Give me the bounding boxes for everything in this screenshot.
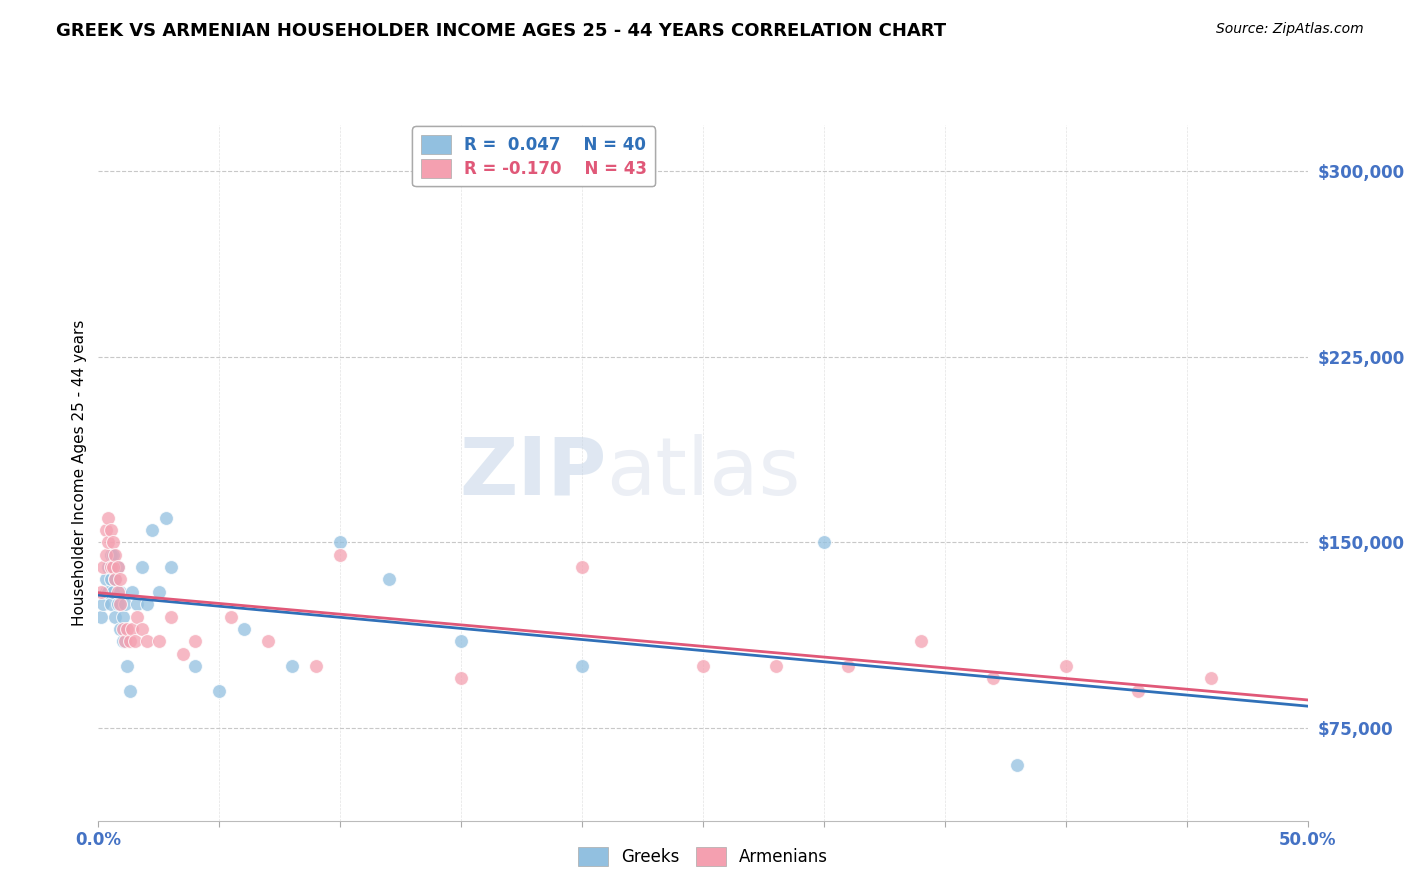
Point — [155, 510, 177, 524]
Point — [184, 634, 207, 648]
Point — [135, 634, 157, 648]
Point — [104, 548, 127, 562]
Point — [141, 523, 163, 537]
Point — [108, 622, 131, 636]
Point — [100, 573, 122, 587]
Point — [208, 683, 231, 698]
Text: GREEK VS ARMENIAN HOUSEHOLDER INCOME AGES 25 - 44 YEARS CORRELATION CHART: GREEK VS ARMENIAN HOUSEHOLDER INCOME AGE… — [56, 22, 946, 40]
Point — [107, 584, 129, 599]
Point — [94, 548, 117, 562]
Point — [107, 560, 129, 574]
Point — [571, 560, 593, 574]
Point — [97, 535, 120, 549]
Point — [329, 548, 352, 562]
Point — [184, 659, 207, 673]
Point — [101, 584, 124, 599]
Point — [104, 573, 127, 587]
Point — [329, 535, 352, 549]
Text: atlas: atlas — [606, 434, 800, 512]
Point — [94, 573, 117, 587]
Point — [148, 584, 170, 599]
Point — [97, 584, 120, 599]
Point — [305, 659, 328, 673]
Text: ZIP: ZIP — [458, 434, 606, 512]
Point — [148, 634, 170, 648]
Point — [111, 634, 134, 648]
Point — [117, 622, 139, 636]
Point — [135, 597, 157, 611]
Legend: Greeks, Armenians: Greeks, Armenians — [569, 838, 837, 875]
Point — [90, 609, 112, 624]
Point — [114, 597, 136, 611]
Point — [94, 523, 117, 537]
Point — [571, 659, 593, 673]
Point — [111, 622, 134, 636]
Text: Source: ZipAtlas.com: Source: ZipAtlas.com — [1216, 22, 1364, 37]
Point — [108, 573, 131, 587]
Point — [90, 584, 112, 599]
Point — [221, 609, 243, 624]
Point — [281, 659, 304, 673]
Point — [692, 659, 714, 673]
Point — [91, 597, 114, 611]
Point — [94, 584, 117, 599]
Point — [837, 659, 859, 673]
Point — [172, 647, 194, 661]
Legend: R =  0.047    N = 40, R = -0.170    N = 43: R = 0.047 N = 40, R = -0.170 N = 43 — [412, 127, 655, 186]
Y-axis label: Householder Income Ages 25 - 44 years: Householder Income Ages 25 - 44 years — [72, 319, 87, 626]
Point — [127, 609, 149, 624]
Point — [131, 622, 153, 636]
Point — [1007, 758, 1029, 772]
Point — [124, 634, 146, 648]
Point — [131, 560, 153, 574]
Point — [450, 634, 472, 648]
Point — [100, 560, 122, 574]
Point — [765, 659, 787, 673]
Point — [117, 659, 139, 673]
Point — [1128, 683, 1150, 698]
Point — [101, 535, 124, 549]
Point — [232, 622, 254, 636]
Point — [100, 597, 122, 611]
Point — [100, 548, 122, 562]
Point — [101, 560, 124, 574]
Point — [101, 548, 124, 562]
Point — [450, 672, 472, 686]
Point — [107, 597, 129, 611]
Point — [91, 560, 114, 574]
Point — [97, 560, 120, 574]
Point — [97, 510, 120, 524]
Point — [256, 634, 278, 648]
Point — [111, 609, 134, 624]
Point — [1054, 659, 1077, 673]
Point — [107, 560, 129, 574]
Point — [104, 609, 127, 624]
Point — [108, 584, 131, 599]
Point — [160, 609, 183, 624]
Point — [100, 523, 122, 537]
Point — [108, 597, 131, 611]
Point — [910, 634, 932, 648]
Point — [981, 672, 1004, 686]
Point — [1199, 672, 1222, 686]
Point — [377, 573, 399, 587]
Point — [160, 560, 183, 574]
Point — [118, 634, 141, 648]
Point — [104, 573, 127, 587]
Point — [127, 597, 149, 611]
Point — [114, 634, 136, 648]
Point — [121, 622, 143, 636]
Point — [121, 584, 143, 599]
Point — [118, 683, 141, 698]
Point — [813, 535, 835, 549]
